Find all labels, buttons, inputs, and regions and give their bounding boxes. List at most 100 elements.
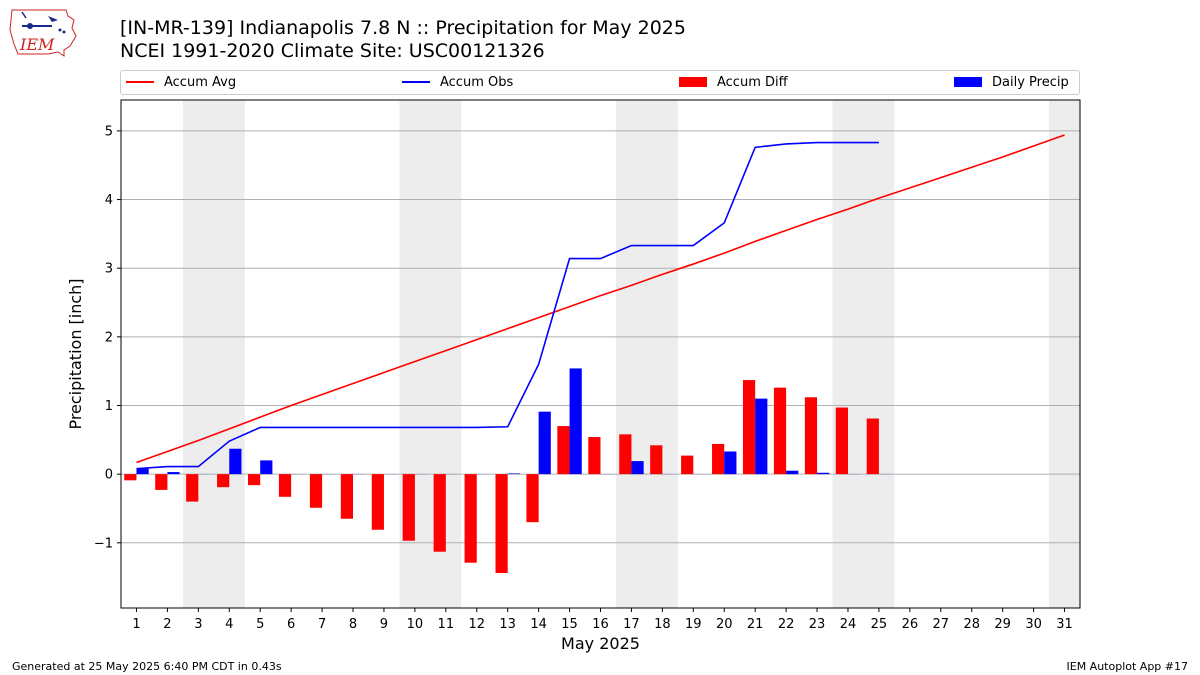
- y-tick-label: 3: [105, 262, 113, 277]
- x-tick-label: 5: [256, 617, 264, 632]
- bar-daily-precip: [631, 461, 644, 475]
- bar-daily-precip: [167, 472, 180, 475]
- bar-daily-precip: [260, 460, 273, 475]
- bar-accum-diff: [309, 474, 323, 508]
- bar-accum-diff: [124, 474, 137, 481]
- bar-accum-diff: [773, 387, 787, 475]
- footer-generated: Generated at 25 May 2025 6:40 PM CDT in …: [12, 660, 282, 673]
- x-tick-label: 3: [194, 617, 202, 632]
- x-tick-label: 4: [225, 617, 233, 632]
- bar-accum-diff: [278, 474, 292, 497]
- line-accum-avg: [136, 134, 1065, 464]
- x-tick-label: 30: [1025, 617, 1042, 632]
- bar-daily-precip: [724, 451, 737, 475]
- x-tick-label: 27: [933, 617, 950, 632]
- x-tick-label: 22: [778, 617, 795, 632]
- legend-swatch-daily-precip: [954, 76, 982, 87]
- bar-accum-diff: [588, 437, 601, 475]
- legend-swatch-accum-diff: [679, 76, 707, 87]
- bar-accum-diff: [681, 455, 694, 475]
- bar-accum-diff: [248, 474, 261, 486]
- x-tick-label: 9: [380, 617, 388, 632]
- weekend-shade: [1049, 100, 1080, 608]
- x-tick-label: 6: [287, 617, 295, 632]
- bar-daily-precip: [755, 398, 768, 475]
- x-tick-label: 8: [349, 617, 357, 632]
- x-tick-label: 31: [1056, 617, 1073, 632]
- x-tick-label: 10: [407, 617, 424, 632]
- x-tick-label: 7: [318, 617, 326, 632]
- bar-accum-diff: [835, 407, 848, 475]
- x-axis-label: May 2025: [561, 634, 640, 653]
- x-tick-label: 14: [530, 617, 547, 632]
- chart-title: [IN-MR-139] Indianapolis 7.8 N :: Precip…: [120, 17, 686, 39]
- bar-accum-diff: [742, 380, 756, 475]
- bar-accum-diff: [712, 443, 725, 475]
- y-tick-label: −1: [94, 536, 113, 551]
- x-tick-label: 26: [902, 617, 919, 632]
- bar-accum-diff: [804, 397, 818, 475]
- footer-app: IEM Autoplot App #17: [1066, 660, 1189, 673]
- iem-logo: IEM: [9, 9, 77, 57]
- legend-swatch-accum-avg: [126, 80, 154, 83]
- x-tick-label: 15: [561, 617, 578, 632]
- legend-item-daily-precip: Daily Precip: [954, 74, 1069, 92]
- x-tick-label: 25: [871, 617, 888, 632]
- bar-daily-precip: [136, 468, 149, 475]
- y-tick-label: 0: [105, 468, 113, 483]
- y-axis-label: Precipitation [inch]: [66, 278, 85, 429]
- x-tick-label: 16: [592, 617, 609, 632]
- bar-accum-diff: [526, 474, 539, 523]
- x-tick-label: 23: [809, 617, 826, 632]
- bar-daily-precip: [507, 473, 520, 475]
- legend-item-accum-obs: Accum Obs: [402, 74, 513, 92]
- bar-accum-diff: [340, 474, 354, 519]
- legend: Accum Avg Accum Obs Accum Diff Daily Pre…: [120, 70, 1080, 95]
- bar-accum-diff: [217, 474, 230, 488]
- x-tick-label: 12: [468, 617, 485, 632]
- bar-accum-diff: [155, 474, 168, 490]
- legend-item-accum-avg: Accum Avg: [126, 74, 236, 92]
- bar-accum-diff: [371, 474, 384, 530]
- x-tick-label: 24: [840, 617, 857, 632]
- legend-label: Accum Avg: [164, 75, 237, 90]
- y-tick-label: 5: [105, 124, 113, 139]
- legend-item-accum-diff: Accum Diff: [679, 74, 788, 92]
- x-tick-label: 13: [499, 617, 516, 632]
- bar-accum-diff: [650, 445, 663, 475]
- x-tick-label: 17: [623, 617, 640, 632]
- x-tick-label: 19: [685, 617, 702, 632]
- bar-accum-diff: [464, 474, 477, 563]
- y-tick-label: 4: [105, 193, 113, 208]
- plot-frame: [120, 99, 1081, 609]
- legend-label: Daily Precip: [992, 75, 1069, 90]
- logo-text: IEM: [19, 35, 55, 54]
- x-tick-label: 21: [747, 617, 764, 632]
- y-tick-label: 1: [105, 399, 113, 414]
- x-tick-label: 1: [132, 617, 140, 632]
- bar-accum-diff: [186, 474, 199, 502]
- line-accum-obs: [136, 141, 879, 470]
- weekend-shade: [182, 100, 245, 608]
- bar-accum-diff: [557, 426, 570, 475]
- chart-subtitle: NCEI 1991-2020 Climate Site: USC00121326: [120, 40, 545, 62]
- x-tick-label: 11: [438, 617, 455, 632]
- bar-accum-diff: [866, 418, 879, 475]
- x-tick-label: 18: [654, 617, 671, 632]
- bar-accum-diff: [619, 434, 632, 475]
- weekend-shade: [832, 100, 895, 608]
- legend-swatch-accum-obs: [402, 80, 430, 83]
- bar-daily-precip: [786, 470, 799, 475]
- x-tick-label: 2: [163, 617, 171, 632]
- bar-accum-diff: [402, 474, 415, 541]
- x-tick-label: 20: [716, 617, 733, 632]
- weekend-shade: [615, 100, 678, 608]
- bar-daily-precip: [538, 411, 551, 475]
- bar-daily-precip: [817, 472, 830, 475]
- x-tick-label: 29: [994, 617, 1011, 632]
- legend-label: Accum Obs: [440, 75, 514, 90]
- x-tick-label: 28: [963, 617, 980, 632]
- bar-accum-diff: [495, 474, 508, 573]
- bar-daily-precip: [229, 448, 242, 475]
